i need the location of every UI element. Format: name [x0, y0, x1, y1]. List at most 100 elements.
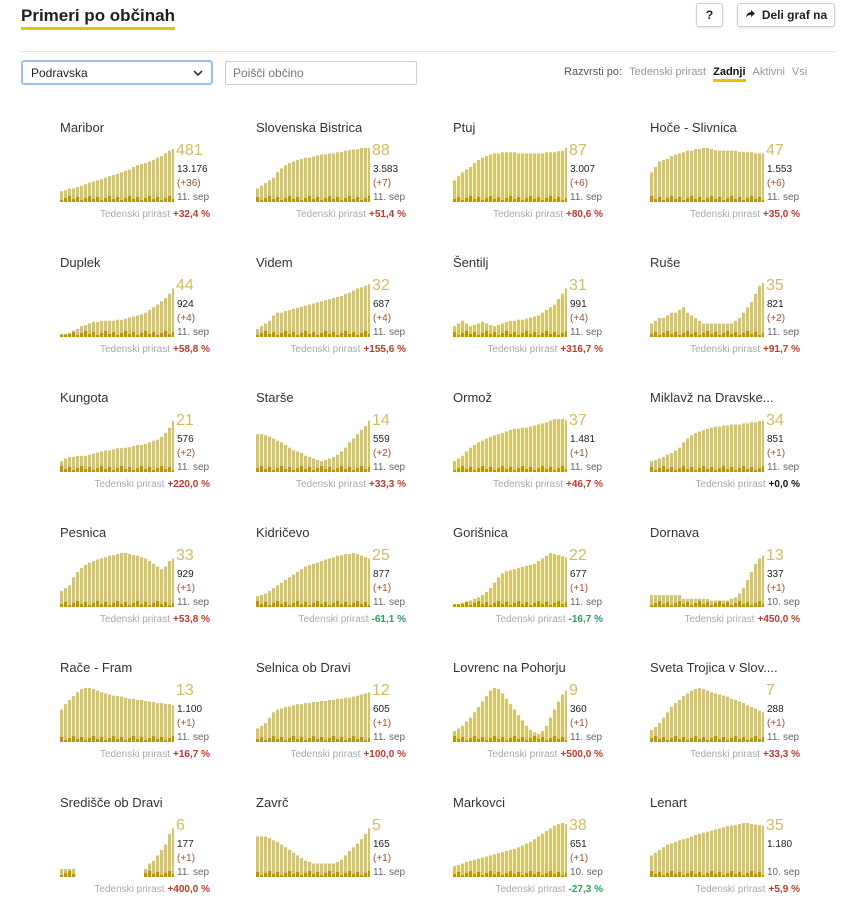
sparkline-new-cases-bar: [340, 737, 344, 742]
sparkline-bar: [738, 824, 742, 877]
last-update-date: 11. sep: [767, 327, 800, 338]
municipality-card[interactable]: Sveta Trojica v Slov.... 7 288 (+1) 11. sep T…: [650, 660, 830, 780]
last-update-date: 11. sep: [177, 462, 210, 473]
sparkline-new-cases-bar: [529, 738, 533, 742]
sort-option-active[interactable]: Aktivni: [752, 66, 785, 78]
sparkline-new-cases-bar: [686, 331, 690, 337]
sparkline-new-cases-bar: [734, 736, 738, 742]
municipality-card[interactable]: Zavrč 5 165 (+1) 11. sep: [256, 795, 436, 915]
help-button[interactable]: ?: [696, 3, 723, 27]
sort-option-weekly[interactable]: Tedenski prirast: [629, 66, 707, 78]
municipality-card[interactable]: Šentilj 31 991 (+4) 11. sep Tedenski prirast +…: [453, 255, 633, 375]
sparkline-new-cases-bar: [557, 601, 561, 607]
sparkline-new-cases-bar: [545, 602, 549, 607]
municipality-card[interactable]: Videm 32 687 (+4) 11. sep Tedenski prirast +15…: [256, 255, 436, 375]
sparkline-new-cases-bar: [308, 334, 312, 337]
sparkline-new-cases-bar: [64, 198, 68, 202]
municipality-card[interactable]: Dornava 13 337 (+1) 10. sep Tedenski prirast +…: [650, 525, 830, 645]
region-select[interactable]: Podravska: [21, 60, 213, 85]
sparkline-bar: [116, 319, 120, 337]
active-cases-value: 32: [372, 277, 390, 294]
municipality-card[interactable]: Starše 14 559 (+2) 11. sep Tedenski prirast +3…: [256, 390, 436, 510]
sparkline-bar: [260, 326, 264, 337]
municipality-card[interactable]: Hoče - Slivnica 47 1.553 (+6) 11. sep Tedensk…: [650, 120, 830, 240]
municipality-card[interactable]: Kidričevo 25 877 (+1) 11. sep Tedenski priras…: [256, 525, 436, 645]
sparkline-bar: [529, 841, 533, 877]
sparkline-new-cases-bar: [517, 601, 521, 607]
sparkline-bar: [356, 149, 360, 202]
total-cases-value: 165: [373, 839, 390, 850]
sparkline-bar: [714, 426, 718, 472]
sparkline-bar: [758, 421, 762, 472]
municipality-card[interactable]: Ptuj 87 3.007 (+6) 11. sep Tedenski prirast +8…: [453, 120, 633, 240]
municipality-card[interactable]: Markovci 38 651 (+1) 10. sep Tedenski prirast…: [453, 795, 633, 915]
sparkline-new-cases-bar: [64, 873, 68, 877]
sparkline-bar: [489, 690, 493, 742]
share-chart-button[interactable]: Deli graf na: [737, 3, 835, 27]
sparkline-new-cases-bar: [340, 200, 344, 202]
sparkline-bar: [268, 838, 272, 877]
sparkline-bar: [364, 426, 368, 472]
sparkline-new-cases-bar: [742, 466, 746, 472]
municipality-card[interactable]: Pesnica 33 929 (+1) 11. sep Tedenski prirast +…: [60, 525, 240, 645]
sparkline-new-cases-bar: [501, 200, 505, 202]
municipality-card[interactable]: Kungota 21 576 (+2) 11. sep Tedenski prirast +…: [60, 390, 240, 510]
municipality-card[interactable]: Lenart 35 1.180 10. sep Tedenski prirast +5,9…: [650, 795, 830, 915]
municipality-card[interactable]: Miklavž na Dravske... 34 851 (+1) 11. sep Ted…: [650, 390, 830, 510]
municipality-card[interactable]: Središče ob Dravi 6 177 (+1) 11. sep Tedenski…: [60, 795, 240, 915]
sparkline-new-cases-bar: [746, 331, 750, 337]
sparkline-new-cases-bar: [300, 333, 304, 337]
sparkline-new-cases-bar: [296, 335, 300, 337]
sparkline-bar: [136, 315, 140, 337]
sparkline-new-cases-bar: [509, 196, 513, 202]
sparkline-bar: [501, 433, 505, 472]
sparkline-bar: [60, 709, 64, 742]
sparkline-new-cases-bar: [68, 871, 72, 877]
sparkline-new-cases-bar: [678, 335, 682, 337]
sparkline-new-cases-bar: [260, 466, 264, 472]
municipality-name: Videm: [256, 255, 293, 270]
sparkline-bar: [682, 442, 686, 472]
sparkline-new-cases-bar: [734, 332, 738, 337]
active-cases-value: 34: [766, 412, 784, 429]
sparkline-new-cases-bar: [469, 196, 473, 202]
municipality-card[interactable]: Slovenska Bistrica 88 3.583 (+7) 11. sep Tede…: [256, 120, 436, 240]
sparkline-new-cases-bar: [678, 739, 682, 742]
municipality-card[interactable]: Ruše 35 821 (+2) 11. sep Tedenski prirast +91,…: [650, 255, 830, 375]
municipality-card[interactable]: Gorišnica 22 677 (+1) 11. sep Tedenski priras…: [453, 525, 633, 645]
sparkline-bar: [88, 688, 92, 742]
sparkline-new-cases-bar: [64, 740, 68, 742]
sparkline-new-cases-bar: [746, 740, 750, 742]
municipality-card[interactable]: Duplek 44 924 (+4) 11. sep Tedenski prirast +5…: [60, 255, 240, 375]
municipality-card[interactable]: Ormož 37 1.481 (+1) 11. sep Tedenski prirast +…: [453, 390, 633, 510]
sparkline-bar: [718, 694, 722, 742]
sparkline-bar: [72, 696, 76, 742]
municipality-card[interactable]: Lovrenc na Pohorju 9 360 (+1) 11. sep Tedensk…: [453, 660, 633, 780]
sparkline-bar: [746, 705, 750, 742]
sparkline-bar: [682, 696, 686, 742]
sparkline-bar: [513, 428, 517, 472]
active-cases-value: 87: [569, 142, 587, 159]
sparkline-bar: [654, 726, 658, 742]
municipality-card[interactable]: Maribor 481 13.176 (+36) 11. sep Tedenski pri…: [60, 120, 240, 240]
municipality-search-input[interactable]: Poišči občino: [225, 61, 417, 85]
sparkline-new-cases-bar: [84, 602, 88, 607]
municipality-card[interactable]: Rače - Fram 13 1.100 (+1) 11. sep Tedenski pr…: [60, 660, 240, 780]
sparkline-bar: [493, 582, 497, 607]
sparkline-bar: [686, 438, 690, 472]
sparkline-bar: [662, 717, 666, 742]
sort-option-latest[interactable]: Zadnji: [713, 66, 746, 82]
sparkline-bar: [160, 850, 164, 877]
active-cases-sparkline: [650, 148, 764, 202]
sparkline-new-cases-bar: [537, 601, 541, 607]
sparkline-new-cases-bar: [565, 873, 567, 877]
sparkline-bar: [473, 859, 477, 877]
sparkline-bar: [730, 150, 734, 202]
municipality-card[interactable]: Selnica ob Dravi 12 605 (+1) 11. sep Tedenski…: [256, 660, 436, 780]
daily-change-value: (+1): [373, 853, 392, 864]
sparkline-new-cases-bar: [132, 332, 136, 337]
sparkline-new-cases-bar: [136, 739, 140, 742]
sparkline-bar: [348, 442, 352, 472]
sort-option-all[interactable]: Vsi: [791, 66, 808, 78]
sparkline-bar: [662, 318, 666, 337]
